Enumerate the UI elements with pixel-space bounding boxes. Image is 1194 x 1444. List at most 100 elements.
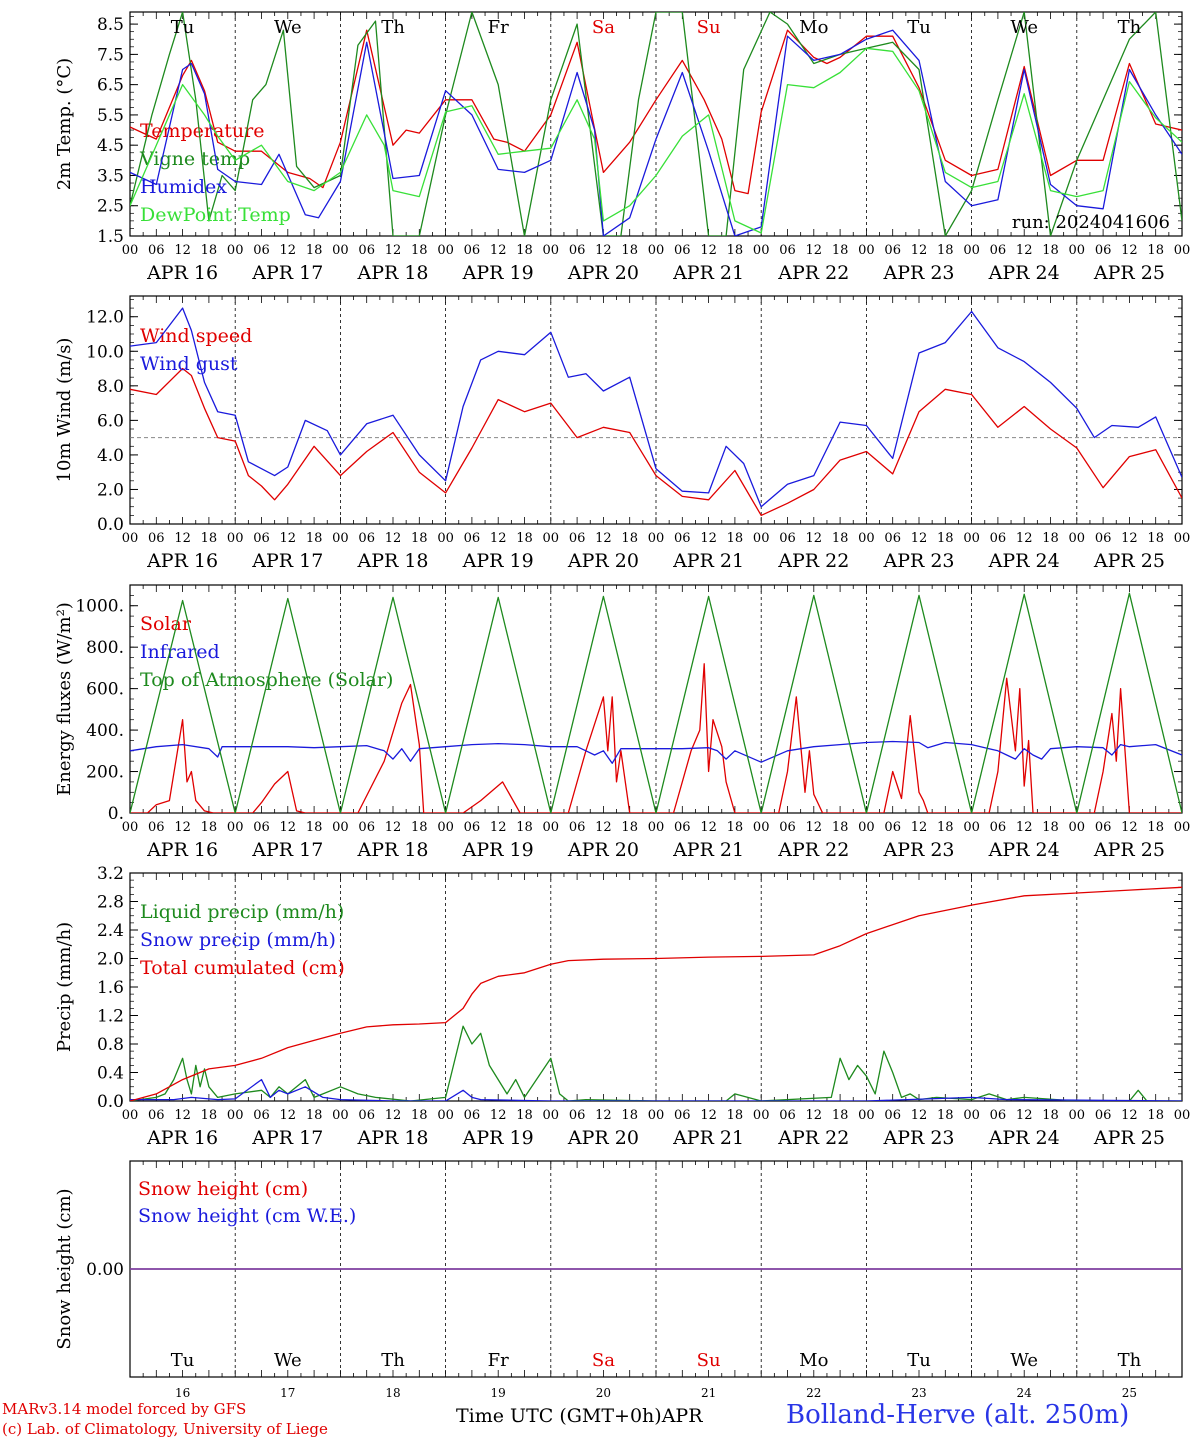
x-hour-label: 18 <box>937 531 954 546</box>
x-hour-label: 06 <box>569 1108 586 1123</box>
y-tick-label: 12.0 <box>86 308 124 328</box>
x-date-label: APR 21 <box>672 1127 744 1149</box>
day-name-bottom: Fr <box>488 1350 509 1371</box>
day-name-bottom: Th <box>1118 1350 1142 1371</box>
series-line-top-of-atmosphere-solar- <box>130 592 1182 813</box>
x-hour-label: 12 <box>595 531 612 546</box>
x-hour-label: 18 <box>832 243 849 258</box>
day-name-bottom: Su <box>697 1350 721 1371</box>
x-hour-label: 12 <box>174 1108 191 1123</box>
x-hour-label: 18 <box>1147 820 1164 835</box>
legend-total-cumulated: Total cumulated (cm) <box>140 957 345 979</box>
legend-temperature: Temperature <box>140 120 264 142</box>
x-hour-label: 18 <box>1042 531 1059 546</box>
x-date-label: APR 18 <box>356 1127 428 1149</box>
x-hour-label: 00 <box>437 243 454 258</box>
x-date-label: APR 23 <box>882 839 954 861</box>
legend-snow-height-we: Snow height (cm W.E.) <box>138 1205 356 1227</box>
x-date-label: APR 24 <box>988 839 1060 861</box>
y-tick-label: 0.0 <box>97 515 124 535</box>
y-axis-label: Precip (mm/h) <box>54 922 75 1052</box>
x-date-label: APR 24 <box>988 262 1060 284</box>
x-date-label: APR 24 <box>988 550 1060 572</box>
x-hour-label: 06 <box>253 1108 270 1123</box>
x-hour-label: 00 <box>963 1108 980 1123</box>
time-label: Time UTC (GMT+0h) <box>456 1405 662 1427</box>
x-hour-label: 18 <box>1042 820 1059 835</box>
x-hour-label: 12 <box>911 1108 928 1123</box>
x-date-label: APR 20 <box>567 1127 639 1149</box>
x-hour-label: 12 <box>1121 243 1138 258</box>
x-hour-label: 12 <box>385 243 402 258</box>
x-hour-label: 12 <box>700 1108 717 1123</box>
y-axis-label: Snow height (cm) <box>54 1188 75 1349</box>
x-date-label: APR 18 <box>356 839 428 861</box>
x-hour-label: 00 <box>227 243 244 258</box>
x-hour-label: 00 <box>858 1108 875 1123</box>
day-name-bottom: We <box>1010 1350 1038 1371</box>
x-hour-label: 12 <box>280 820 297 835</box>
run-label: run: 2024041606 <box>1012 212 1170 233</box>
day-number: 16 <box>175 1386 190 1400</box>
x-hour-label: 06 <box>884 243 901 258</box>
x-hour-label: 00 <box>437 531 454 546</box>
x-hour-label: 18 <box>516 1108 533 1123</box>
x-date-label: APR 17 <box>251 1127 323 1149</box>
x-hour-label: 06 <box>1095 1108 1112 1123</box>
x-hour-label: 18 <box>621 1108 638 1123</box>
y-tick-label: 6.0 <box>97 411 124 431</box>
x-hour-label: 18 <box>832 1108 849 1123</box>
x-hour-label: 06 <box>464 1108 481 1123</box>
x-hour-label: 12 <box>700 531 717 546</box>
x-hour-label: 18 <box>411 820 428 835</box>
y-axis-label: 2m Temp. (°C) <box>54 58 75 190</box>
x-hour-label: 18 <box>1042 1108 1059 1123</box>
x-hour-label: 06 <box>779 243 796 258</box>
x-hour-label: 18 <box>516 820 533 835</box>
x-date-label: APR 21 <box>672 550 744 572</box>
x-hour-label: 18 <box>201 243 218 258</box>
legend-snow-height: Snow height (cm) <box>138 1178 308 1200</box>
x-hour-label: 12 <box>280 1108 297 1123</box>
x-hour-label: 18 <box>621 243 638 258</box>
day-name-top: Sa <box>592 17 615 38</box>
x-hour-label: 18 <box>727 531 744 546</box>
day-number: 21 <box>701 1386 716 1400</box>
legend-wind-gust: Wind gust <box>140 353 238 375</box>
x-hour-label: 06 <box>148 531 165 546</box>
x-hour-label: 00 <box>963 820 980 835</box>
x-hour-label: 06 <box>253 820 270 835</box>
x-hour-label: 12 <box>490 531 507 546</box>
y-tick-label: 1.6 <box>97 978 124 998</box>
y-tick-label: 2.0 <box>97 480 124 500</box>
day-name-bottom: Th <box>381 1350 405 1371</box>
legend-liquid-precip: Liquid precip (mm/h) <box>140 901 344 923</box>
x-hour-label: 12 <box>174 531 191 546</box>
y-tick-label: 1.2 <box>97 1007 124 1027</box>
x-hour-label: 18 <box>201 1108 218 1123</box>
day-number: 25 <box>1122 1386 1137 1400</box>
x-hour-label: 00 <box>543 820 560 835</box>
x-date-label: APR 23 <box>882 262 954 284</box>
x-hour-label: 00 <box>753 531 770 546</box>
x-hour-label: 12 <box>595 1108 612 1123</box>
x-hour-label: 12 <box>385 531 402 546</box>
x-date-label: APR 18 <box>356 262 428 284</box>
x-hour-label: 12 <box>806 820 823 835</box>
y-tick-label: 7.5 <box>97 45 124 65</box>
legend-toa-solar: Top of Atmosphere (Solar) <box>140 669 393 691</box>
day-name-top: We <box>1010 17 1038 38</box>
x-hour-label: 06 <box>884 820 901 835</box>
x-hour-label: 00 <box>332 820 349 835</box>
x-date-label: APR 19 <box>462 839 534 861</box>
x-date-label: APR 23 <box>882 1127 954 1149</box>
x-hour-label: 06 <box>358 1108 375 1123</box>
x-hour-label: 06 <box>569 531 586 546</box>
y-tick-label: 0.0 <box>97 1092 124 1112</box>
x-hour-label: 00 <box>648 1108 665 1123</box>
day-name-top: We <box>274 17 302 38</box>
series-line-solar <box>130 663 1182 813</box>
x-date-label: APR 17 <box>251 550 323 572</box>
x-hour-label: 00 <box>1174 243 1191 258</box>
y-tick-label: 4.5 <box>97 136 124 156</box>
